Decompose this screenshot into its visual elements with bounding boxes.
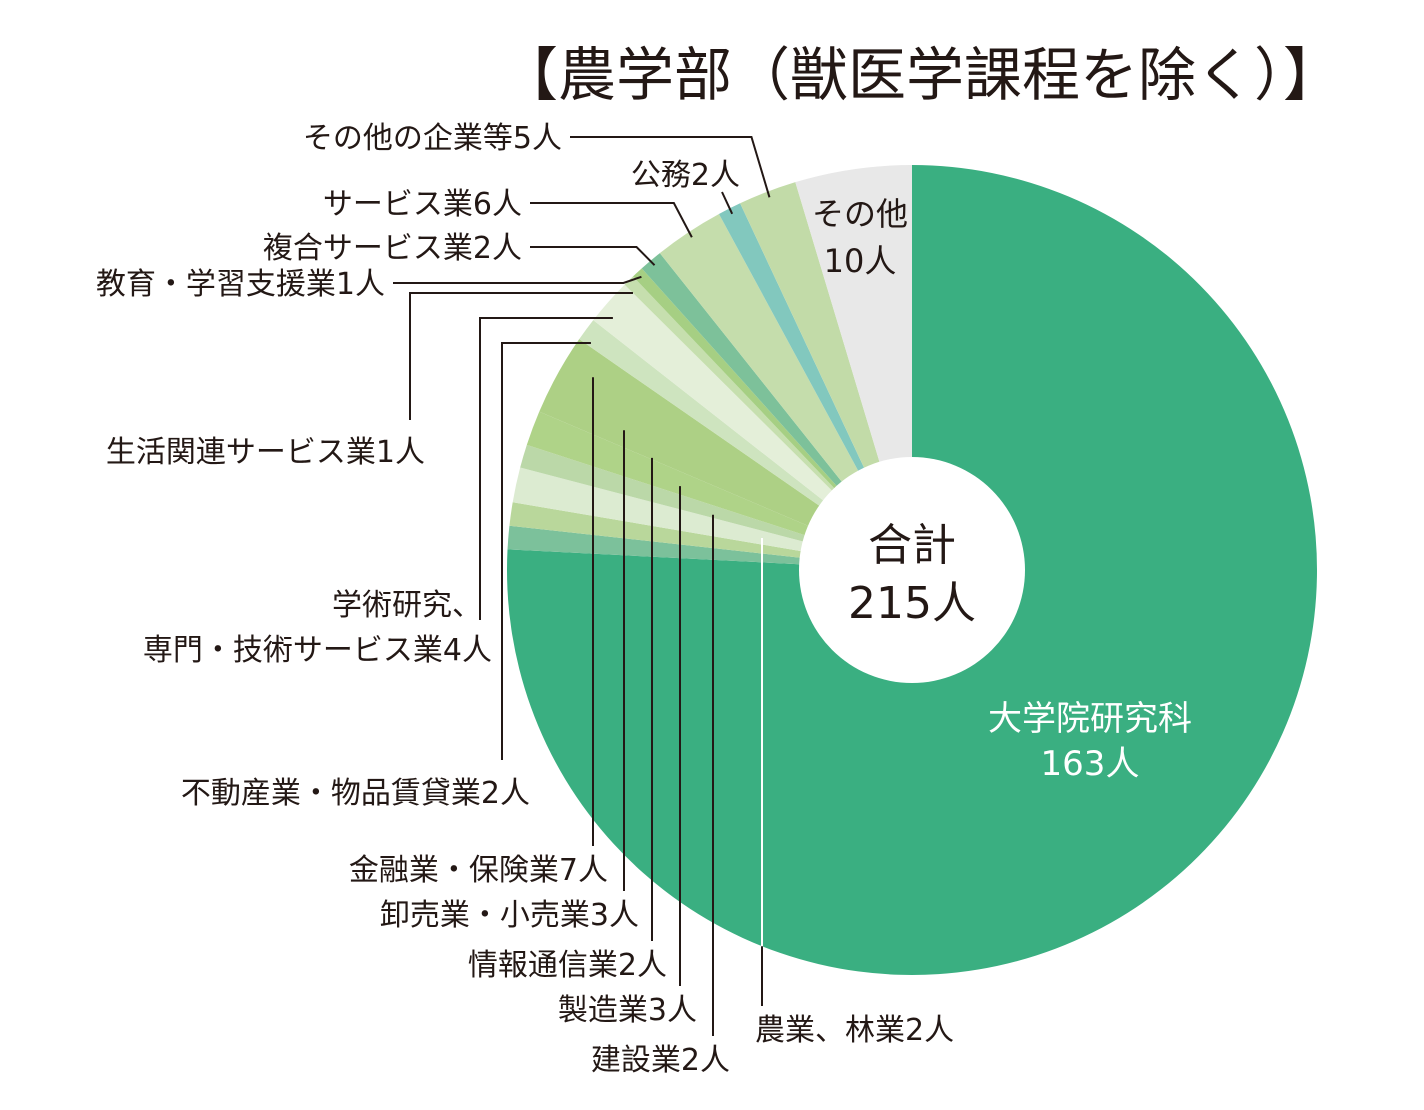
slice-label-6: 金融業・保険業7人 <box>349 853 608 888</box>
slice-value-main: 163人 <box>1041 744 1140 784</box>
slice-label-5: 卸売業・小売業3人 <box>380 898 639 933</box>
leader-line-14 <box>570 136 771 198</box>
slice-label-other: その他 <box>812 195 908 233</box>
center-label-count: 215人 <box>848 578 976 629</box>
slice-label-3: 製造業3人 <box>558 993 697 1028</box>
leader-line-13 <box>721 191 734 215</box>
center-label-total: 合計 <box>868 520 956 571</box>
slice-label-14: その他の企業等5人 <box>303 121 562 156</box>
leader-line-9 <box>409 292 633 420</box>
slice-label-10: 教育・学習支援業1人 <box>96 267 385 302</box>
slice-label-8-line1: 学術研究、 <box>332 588 482 623</box>
slice-label-4: 情報通信業2人 <box>468 948 667 983</box>
leader-lines <box>393 136 771 1036</box>
leader-line-10 <box>393 275 642 284</box>
slice-label-13: 公務2人 <box>631 158 740 193</box>
slice-label-8-line2: 専門・技術サービス業4人 <box>143 633 492 668</box>
leader-line-11 <box>530 246 656 266</box>
slice-label-main: 大学院研究科 <box>988 699 1192 739</box>
leader-line-7 <box>501 342 591 760</box>
slice-value-other: 10人 <box>824 242 897 280</box>
slice-label-9: 生活関連サービス業1人 <box>106 435 425 470</box>
center-hole <box>799 457 1025 683</box>
slice-label-7: 不動産業・物品賃貸業2人 <box>181 776 530 811</box>
leader-line-8 <box>479 317 613 620</box>
slice-label-1: 農業、林業2人 <box>755 1013 954 1048</box>
slice-label-12: サービス業6人 <box>323 187 522 222</box>
slice-label-11: 複合サービス業2人 <box>263 231 522 266</box>
slice-label-2: 建設業2人 <box>591 1043 730 1078</box>
leader-line-12 <box>530 202 693 238</box>
chart-title: 【農学部（獣医学課程を除く）】 <box>500 41 1341 109</box>
